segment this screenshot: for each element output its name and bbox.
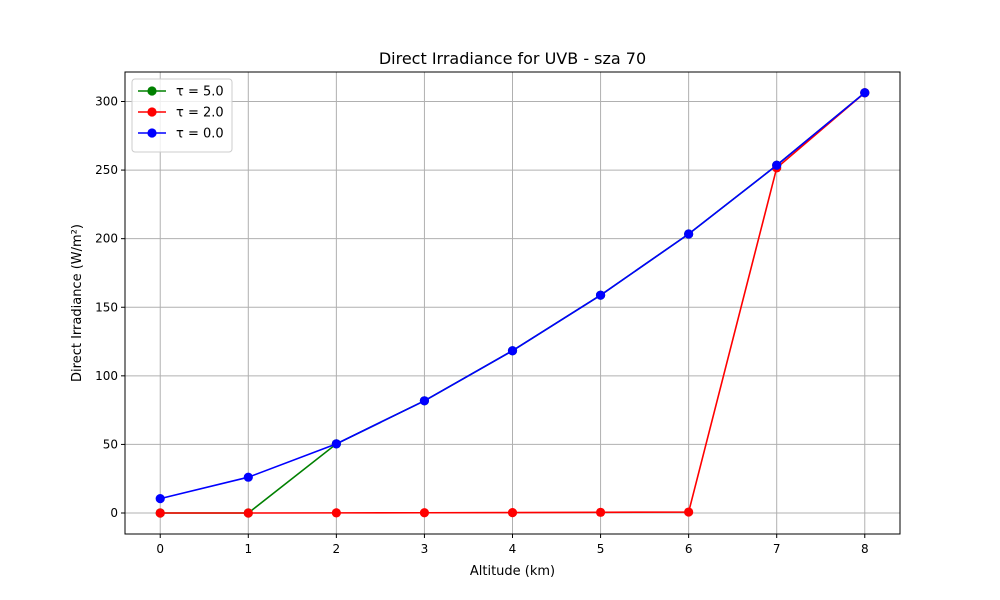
y-tick-label: 50 <box>103 437 118 451</box>
chart-title: Direct Irradiance for UVB - sza 70 <box>379 49 646 68</box>
y-tick-label: 300 <box>95 94 118 108</box>
data-point <box>772 160 782 170</box>
data-point <box>507 508 518 518</box>
legend-label: τ = 0.0 <box>176 127 224 142</box>
data-point <box>243 472 253 482</box>
data-point <box>507 346 518 356</box>
data-point <box>331 439 341 449</box>
x-tick-label: 8 <box>861 542 869 556</box>
axis-ticks: 0 1 2 3 4 5 6 7 8 0 50 100 150 200 250 300 <box>95 94 868 556</box>
x-tick-label: 7 <box>773 542 781 556</box>
legend-item: τ = 2.0 <box>138 106 224 121</box>
x-tick-label: 4 <box>509 542 517 556</box>
data-point <box>419 508 430 518</box>
legend-item: τ = 0.0 <box>138 127 224 142</box>
legend-label: τ = 2.0 <box>176 106 224 121</box>
data-point <box>595 507 606 517</box>
data-point <box>331 508 341 518</box>
series-layer <box>155 88 870 518</box>
series <box>155 88 870 504</box>
x-tick-label: 2 <box>333 542 341 556</box>
y-tick-label: 250 <box>95 163 118 177</box>
data-point <box>595 290 606 300</box>
data-point <box>684 507 694 517</box>
x-tick-label: 1 <box>244 542 252 556</box>
legend-label: τ = 5.0 <box>176 85 224 100</box>
y-axis-label: Direct Irradiance (W/m²) <box>70 224 85 382</box>
y-tick-label: 0 <box>110 506 118 520</box>
data-point <box>684 229 694 239</box>
legend-item: τ = 5.0 <box>138 85 224 100</box>
legend-marker <box>147 128 157 138</box>
y-tick-label: 100 <box>95 369 118 383</box>
data-point <box>419 396 430 406</box>
y-tick-label: 200 <box>95 232 118 246</box>
data-point <box>155 508 165 518</box>
x-tick-label: 5 <box>597 542 605 556</box>
legend-marker <box>147 107 157 117</box>
y-tick-label: 150 <box>95 300 118 314</box>
data-point <box>860 88 870 98</box>
x-tick-label: 0 <box>156 542 164 556</box>
legend: τ = 5.0 τ = 2.0 τ = 0.0 <box>131 78 233 153</box>
x-axis-label: Altitude (km) <box>470 564 555 579</box>
data-point <box>243 508 253 518</box>
data-point <box>155 494 165 504</box>
x-tick-label: 6 <box>685 542 693 556</box>
x-tick-label: 3 <box>421 542 429 556</box>
legend-marker <box>147 86 157 96</box>
